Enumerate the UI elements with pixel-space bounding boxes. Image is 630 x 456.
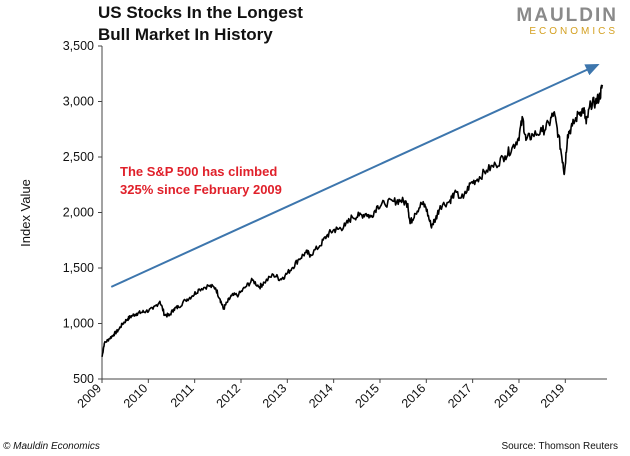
logo-line1: MAULDIN bbox=[516, 5, 618, 26]
logo-line2: ECONOMICS bbox=[529, 26, 618, 37]
y-tick-label: 3,500 bbox=[63, 39, 94, 53]
y-tick-label: 2,500 bbox=[63, 150, 94, 164]
source-note: Source: Thomson Reuters bbox=[501, 441, 618, 452]
trend-arrow bbox=[110, 63, 600, 288]
brand-logo: MAULDIN ECONOMICS bbox=[516, 6, 618, 38]
y-tick-label: 500 bbox=[73, 372, 94, 386]
annotation-line1: The S&P 500 has climbed bbox=[120, 164, 278, 179]
chart-annotation: The S&P 500 has climbed 325% since Febru… bbox=[120, 163, 282, 199]
x-tick-label: 2016 bbox=[399, 381, 429, 411]
y-tick-label: 1,500 bbox=[63, 261, 94, 275]
annotation-line2: 325% since February 2009 bbox=[120, 182, 282, 197]
y-tick-label: 3,000 bbox=[63, 95, 94, 109]
y-tick-label: 1,000 bbox=[63, 317, 94, 331]
x-tick-label: 2012 bbox=[214, 381, 244, 411]
x-tick-label: 2013 bbox=[260, 381, 290, 411]
copyright-note: © Mauldin Economics bbox=[3, 441, 100, 452]
y-tick-label: 2,000 bbox=[63, 206, 94, 220]
chart-title-line2: Bull Market In History bbox=[98, 25, 273, 44]
x-tick-label: 2017 bbox=[445, 381, 475, 411]
x-tick-label: 2015 bbox=[353, 381, 383, 411]
x-tick-label: 2011 bbox=[168, 381, 197, 410]
x-tick-label: 2019 bbox=[538, 381, 568, 411]
chart-title-line1: US Stocks In the Longest bbox=[98, 3, 303, 22]
x-tick-label: 2010 bbox=[121, 381, 151, 411]
x-tick-label: 2018 bbox=[492, 381, 522, 411]
sp500-series-line bbox=[101, 84, 604, 357]
x-tick-label: 2014 bbox=[306, 381, 336, 411]
chart-title: US Stocks In the Longest Bull Market In … bbox=[98, 2, 428, 46]
